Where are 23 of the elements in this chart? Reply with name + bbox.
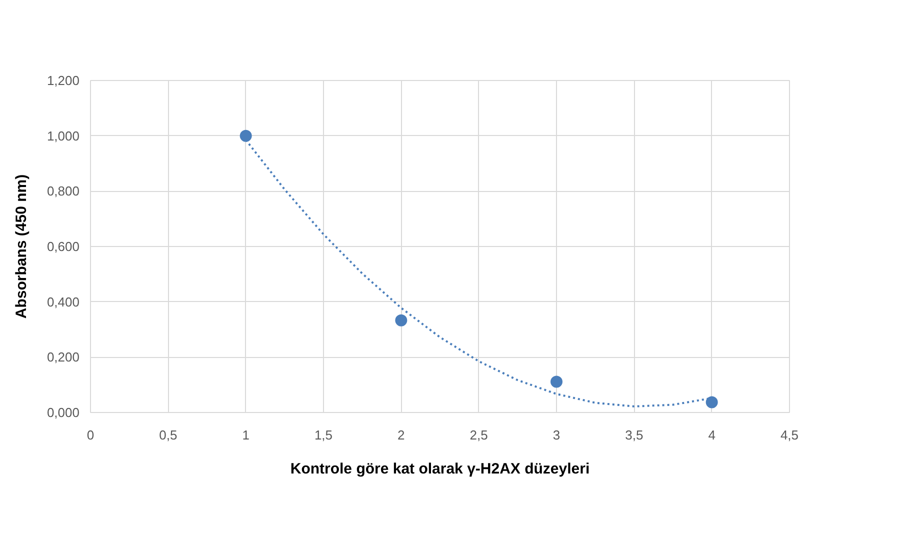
x-tick-label: 2,5 [470,428,488,442]
y-axis-title: Absorbans (450 nm) [12,174,30,319]
x-tick-label: 0,5 [159,428,178,442]
y-tick-label: 0,000 [46,405,80,420]
x-tick-label: 0 [86,428,94,442]
x-tick-label: 4,5 [780,428,799,442]
point [550,376,562,388]
y-tick-label: 0,200 [46,350,80,365]
y-tick-label: 1,000 [46,128,80,144]
point [395,314,408,326]
y-tick-label: 0,800 [46,184,80,199]
x-axis-title: Kontrole göre kat olarak γ-H2AX düzeyleri [290,460,590,478]
x-tick-label: 1 [242,428,250,442]
x-tick-label: 1,5 [314,428,333,442]
x-tick-label: 3,5 [625,428,644,442]
point [240,130,252,142]
y-tick-label: 0,400 [46,294,80,310]
x-tick-label: 3 [552,428,560,442]
point [706,396,718,408]
y-tick-label: 0,600 [46,239,80,254]
x-tick-label: 4 [708,428,716,442]
y-tick-label: 1,200 [46,73,80,88]
x-tick-label: 2 [398,428,405,442]
